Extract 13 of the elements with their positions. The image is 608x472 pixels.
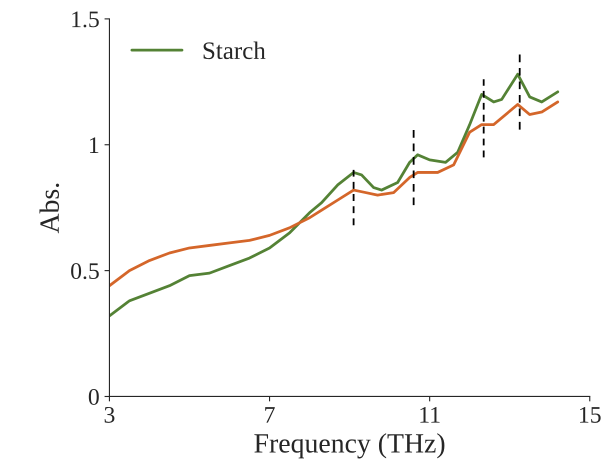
y-tick-label: 1: [90, 137, 98, 153]
y-tick-label: 0.5: [71, 263, 99, 280]
line-series: [109, 72, 560, 318]
y-tick-label: 0: [88, 388, 99, 405]
x-axis-title: Frequency (THz): [254, 433, 444, 458]
x-tick-label: 11: [420, 407, 440, 423]
y-axis-title: Abs.: [39, 184, 60, 234]
y-tick-label: 1.5: [72, 11, 99, 28]
x-tick-label: 15: [580, 407, 601, 423]
x-tick-label: 7: [265, 407, 275, 423]
legend-label: Starch: [204, 42, 266, 60]
line-series: [109, 100, 560, 288]
x-tick-label: 3: [104, 406, 114, 423]
